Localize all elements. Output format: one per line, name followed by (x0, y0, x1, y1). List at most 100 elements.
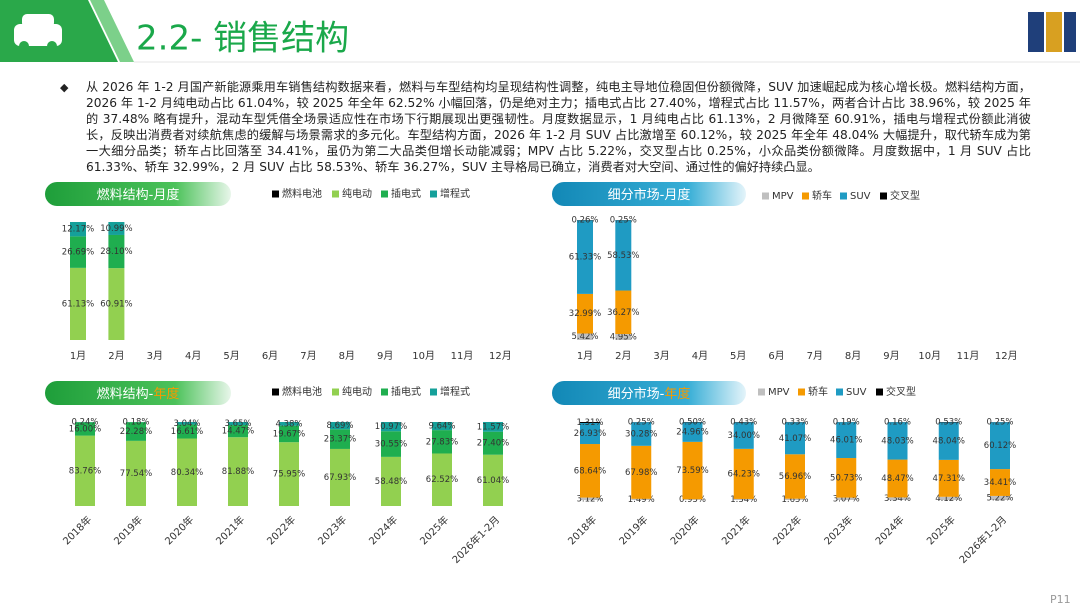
legend-swatch (272, 388, 279, 396)
x-tick-label: 2022年 (770, 513, 804, 547)
x-tick-label: 3月 (653, 350, 669, 362)
chart-title-part: 细分市场-月度 (608, 187, 691, 203)
bar-segment (228, 425, 248, 438)
x-tick-label: 2025年 (924, 513, 958, 547)
bar-segment (580, 444, 600, 498)
data-label: 0.25% (986, 418, 1013, 428)
bar-segment (785, 454, 805, 499)
data-label: 30.28% (625, 430, 657, 440)
chart-title-pill (45, 182, 231, 206)
data-label: 68.64% (574, 466, 606, 476)
data-label: 11.57% (477, 422, 509, 432)
bar-segment (228, 422, 248, 426)
data-label: 32.99% (569, 309, 601, 319)
x-tick-label: 1月 (577, 350, 593, 362)
legend-label: 插电式 (391, 187, 421, 200)
bar-segment (381, 431, 401, 457)
chart-title-part: 燃料结构-月度 (97, 187, 180, 203)
data-label: 47.31% (933, 474, 965, 484)
bar-segment (938, 496, 959, 500)
data-label: 73.59% (676, 466, 708, 476)
bar-segment (432, 422, 452, 431)
data-label: 34.41% (984, 478, 1016, 488)
data-label: 23.37% (324, 435, 356, 445)
bar-segment (785, 498, 805, 500)
bar-segment (682, 441, 703, 500)
x-tick-label: 2025年 (417, 513, 451, 547)
chart-title-part: 燃料结构- (97, 386, 154, 402)
x-tick-label: 8月 (339, 350, 355, 362)
data-label: 61.13% (62, 299, 94, 309)
data-label: 0.43% (730, 418, 757, 428)
data-label: 5.22% (986, 493, 1013, 503)
data-label: 4.12% (935, 494, 962, 504)
bullet: ◆ (60, 81, 69, 94)
data-label: 0.24% (71, 418, 98, 428)
data-label: 3.04% (173, 419, 200, 429)
data-label: 83.76% (69, 466, 101, 476)
x-tick-label: 12月 (489, 350, 512, 362)
bar-segment (615, 220, 632, 291)
bar-segment (938, 459, 959, 497)
data-label: 9.64% (428, 422, 455, 432)
data-label: 58.48% (375, 477, 407, 487)
data-label: 3.34% (884, 494, 911, 504)
x-tick-label: 4月 (185, 350, 201, 362)
paragraph: 从 2026 年 1-2 月国产新能源乘用车销售结构数据来看，燃料与车型结构均呈… (86, 80, 1031, 174)
legend-swatch (430, 388, 437, 396)
bar-segment (228, 437, 248, 506)
legend-label: 纯电动 (342, 385, 372, 398)
data-label: 48.47% (881, 474, 913, 484)
x-tick-label: 10月 (412, 350, 435, 362)
data-label: 19.67% (273, 429, 305, 439)
x-tick-label: 1月 (70, 350, 86, 362)
data-label: 48.04% (933, 437, 965, 447)
data-label: 61.04% (477, 476, 509, 486)
bar-segment (836, 458, 857, 498)
bar-segment (483, 431, 503, 455)
page-number: P11 (1050, 593, 1071, 606)
x-tick-label: 2023年 (821, 513, 855, 547)
data-label: 3.12% (576, 494, 603, 504)
x-tick-label: 2月 (108, 350, 124, 362)
x-tick-label: 2018年 (60, 513, 94, 547)
data-label: 0.26% (571, 216, 598, 226)
bar-segment (577, 333, 593, 340)
x-tick-label: 6月 (262, 350, 278, 362)
data-label: 26.69% (62, 248, 94, 258)
data-label: 8.69% (326, 421, 353, 431)
data-label: 58.53% (607, 251, 639, 261)
bar-segment (631, 422, 652, 446)
x-tick-label: 2020年 (162, 513, 196, 547)
data-label: 0.33% (781, 418, 808, 428)
x-tick-label: 3月 (147, 350, 163, 362)
bar-segment (938, 422, 959, 460)
legend-swatch (272, 190, 279, 198)
bar-segment (631, 498, 652, 500)
legend-swatch (758, 388, 765, 396)
data-label: 27.83% (426, 437, 458, 447)
legend-label: 纯电动 (342, 187, 372, 200)
bar-segment (75, 422, 95, 436)
bar-segment (330, 448, 350, 506)
legend-swatch (332, 190, 339, 198)
bar-segment (615, 290, 632, 335)
x-tick-label: 11月 (451, 350, 474, 362)
data-label: 60.91% (100, 300, 132, 310)
x-tick-label: 2022年 (264, 513, 298, 547)
data-label: 64.23% (728, 469, 760, 479)
data-label: 36.27% (607, 308, 639, 318)
data-label: 0.19% (833, 418, 860, 428)
bar-segment (279, 425, 299, 443)
chart-title: 细分市场-年度 (608, 386, 691, 402)
bar-segment (108, 268, 125, 340)
data-label: 61.33% (569, 253, 601, 263)
legend-label: 交叉型 (890, 189, 920, 202)
legend-swatch (840, 192, 847, 200)
data-label: 46.01% (830, 436, 862, 446)
data-label: 41.07% (779, 434, 811, 444)
x-tick-label: 2019年 (111, 513, 145, 547)
data-label: 5.42% (571, 332, 598, 342)
